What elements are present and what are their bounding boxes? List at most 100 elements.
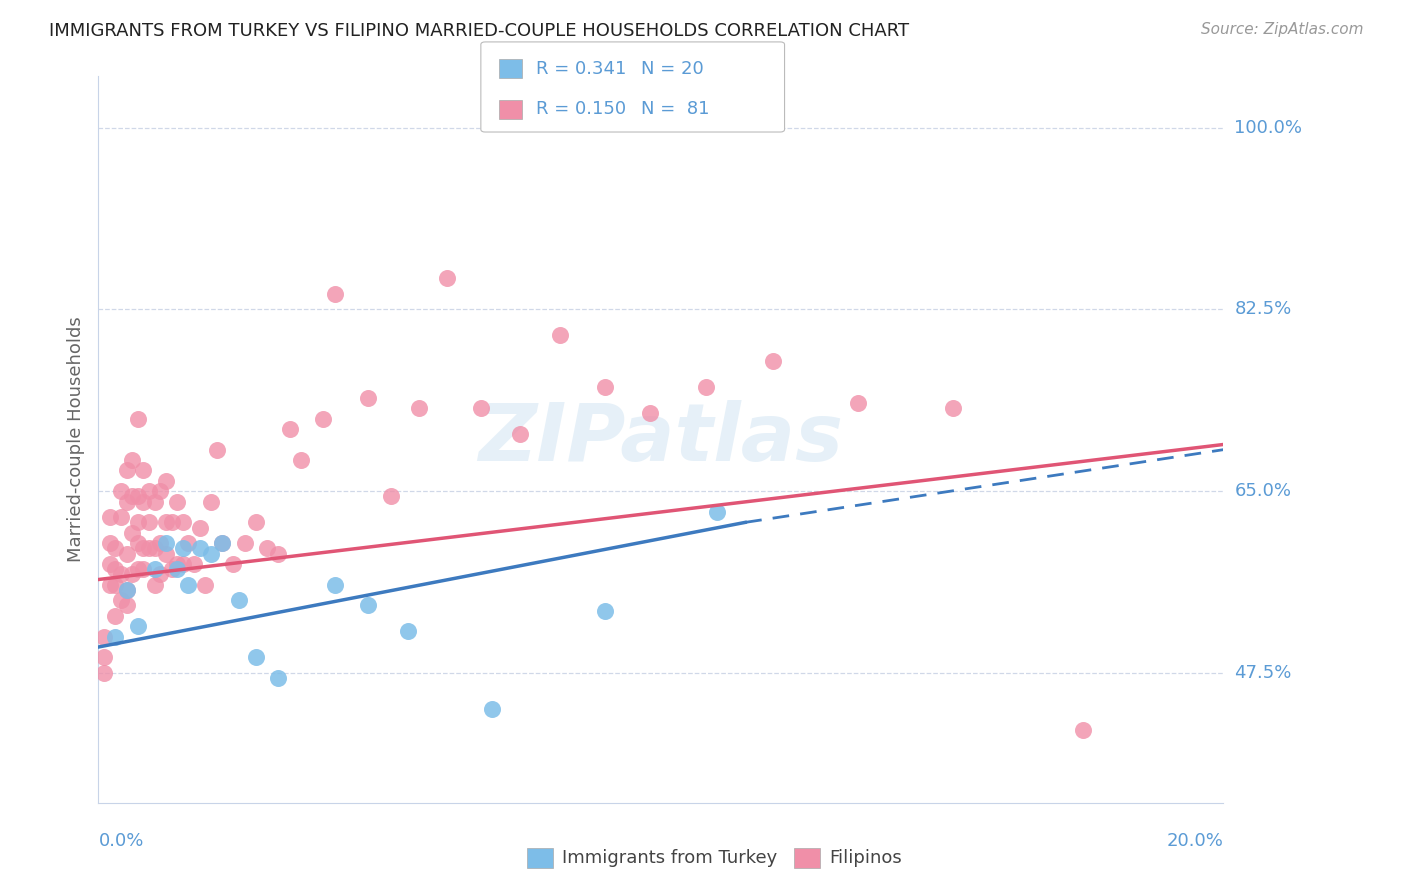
Point [172, 541, 194, 556]
Point [942, 401, 965, 416]
Point [172, 557, 194, 571]
Point [166, 562, 188, 576]
Point [183, 557, 205, 571]
Text: 20.0%: 20.0% [1167, 832, 1223, 850]
Point [132, 562, 155, 576]
Point [115, 463, 138, 477]
Point [143, 494, 166, 508]
Point [127, 516, 149, 530]
Point [127, 411, 149, 425]
Point [470, 401, 492, 416]
Point [509, 427, 531, 442]
Point [396, 624, 419, 639]
Point [706, 505, 728, 519]
Point [115, 547, 138, 561]
Point [290, 453, 312, 467]
Point [93, 665, 115, 680]
Point [278, 422, 301, 436]
Text: 0.0%: 0.0% [98, 832, 143, 850]
Point [132, 463, 155, 477]
Point [323, 287, 346, 301]
Point [149, 536, 172, 550]
Text: Immigrants from Turkey: Immigrants from Turkey [562, 849, 778, 867]
Point [127, 490, 149, 504]
Text: 82.5%: 82.5% [1234, 301, 1292, 318]
Text: Source: ZipAtlas.com: Source: ZipAtlas.com [1201, 22, 1364, 37]
Point [155, 536, 177, 550]
Text: R = 0.150: R = 0.150 [536, 101, 626, 119]
Point [104, 541, 127, 556]
Point [762, 354, 785, 368]
Point [188, 541, 211, 556]
Text: Filipinos: Filipinos [830, 849, 903, 867]
Point [323, 578, 346, 592]
Y-axis label: Married-couple Households: Married-couple Households [66, 317, 84, 562]
Point [110, 510, 132, 524]
Text: N = 20: N = 20 [641, 60, 704, 78]
Text: N =  81: N = 81 [641, 101, 710, 119]
Point [104, 608, 127, 623]
Point [155, 516, 177, 530]
Text: 100.0%: 100.0% [1234, 119, 1302, 136]
Point [166, 557, 188, 571]
Point [143, 578, 166, 592]
Point [194, 578, 217, 592]
Point [127, 562, 149, 576]
Point [200, 494, 222, 508]
Point [380, 490, 402, 504]
Point [1071, 723, 1094, 737]
Point [155, 474, 177, 488]
Point [132, 541, 155, 556]
Point [256, 541, 278, 556]
Point [127, 619, 149, 633]
Point [93, 650, 115, 665]
Point [245, 650, 267, 665]
Point [115, 494, 138, 508]
Point [228, 593, 250, 607]
Point [143, 541, 166, 556]
Point [115, 582, 138, 597]
Point [110, 593, 132, 607]
Point [98, 510, 121, 524]
Point [233, 536, 256, 550]
Point [188, 520, 211, 534]
Point [177, 578, 200, 592]
Point [121, 453, 143, 467]
Point [436, 271, 458, 285]
Point [172, 516, 194, 530]
Point [267, 671, 290, 685]
Point [149, 567, 172, 582]
Point [638, 406, 661, 420]
Point [98, 557, 121, 571]
Text: IMMIGRANTS FROM TURKEY VS FILIPINO MARRIED-COUPLE HOUSEHOLDS CORRELATION CHART: IMMIGRANTS FROM TURKEY VS FILIPINO MARRI… [49, 22, 910, 40]
Point [104, 630, 127, 644]
Text: R = 0.341: R = 0.341 [536, 60, 626, 78]
Point [177, 536, 200, 550]
Point [166, 494, 188, 508]
Point [593, 380, 616, 394]
Text: 65.0%: 65.0% [1234, 483, 1291, 500]
Point [695, 380, 717, 394]
Point [121, 525, 143, 540]
Point [121, 490, 143, 504]
Point [93, 630, 115, 644]
Point [138, 484, 160, 499]
Point [138, 541, 160, 556]
Point [222, 557, 245, 571]
Point [481, 702, 503, 716]
Point [115, 599, 138, 613]
Point [143, 562, 166, 576]
Point [104, 578, 127, 592]
Point [357, 599, 380, 613]
Point [155, 547, 177, 561]
Text: 47.5%: 47.5% [1234, 664, 1292, 682]
Point [121, 567, 143, 582]
Point [205, 442, 228, 457]
Point [110, 567, 132, 582]
Point [548, 328, 571, 343]
Point [132, 494, 155, 508]
Text: ZIPatlas: ZIPatlas [478, 401, 844, 478]
Point [211, 536, 233, 550]
Point [127, 536, 149, 550]
Point [149, 484, 172, 499]
